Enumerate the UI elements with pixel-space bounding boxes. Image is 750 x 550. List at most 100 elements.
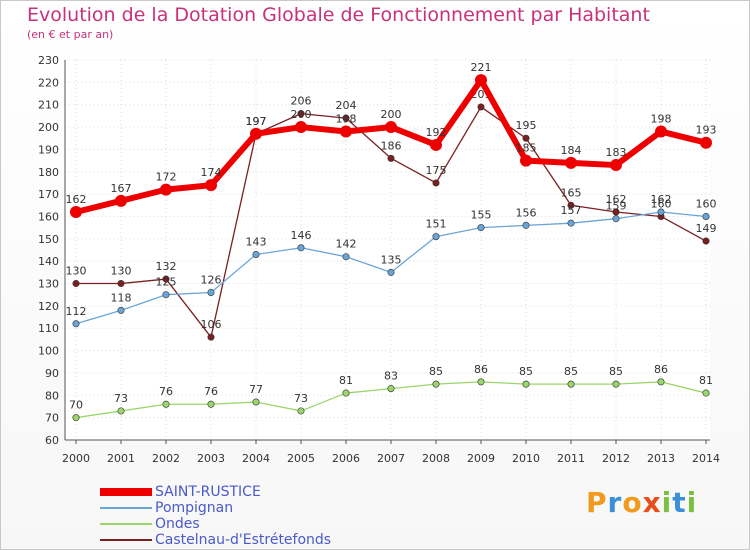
data-label-pompignan: 118 <box>111 291 132 304</box>
line-chart: 60 70 80 90 100 110 120 130 140 150 160 170 180 190 20… <box>38 54 720 465</box>
legend-label-saint-rustice: SAINT-RUSTICE <box>155 484 261 500</box>
chart-legend: SAINT-RUSTICE Pompignan Ondes Castelnau-… <box>100 484 331 548</box>
data-point-castelnau-d-estr-tefonds <box>162 275 170 283</box>
data-point-saint-rustice <box>475 74 487 87</box>
data-point-saint-rustice <box>430 138 442 151</box>
data-label-saint-rustice: 197 <box>246 115 267 128</box>
x-tick-label: 2004 <box>242 452 270 465</box>
legend-label-ondes: Ondes <box>155 516 200 532</box>
data-label-ondes: 73 <box>294 392 308 405</box>
y-tick-label: 170 <box>38 188 59 201</box>
data-point-castelnau-d-estr-tefonds <box>297 110 305 118</box>
data-point-saint-rustice <box>70 206 82 218</box>
data-point-pompignan <box>567 219 575 227</box>
data-label-pompignan: 143 <box>246 235 267 248</box>
data-point-pompignan <box>252 250 260 258</box>
y-tick-label: 130 <box>38 278 59 291</box>
data-label-pompignan: 135 <box>381 253 402 266</box>
data-label-ondes: 76 <box>159 385 173 398</box>
data-point-saint-rustice <box>295 121 307 134</box>
data-label-saint-rustice: 172 <box>156 171 177 184</box>
y-tick-label: 100 <box>38 345 59 358</box>
data-point-saint-rustice <box>565 156 577 169</box>
data-label-saint-rustice: 167 <box>111 182 132 195</box>
data-label-saint-rustice: 221 <box>471 61 492 74</box>
data-label-ondes: 73 <box>114 392 128 405</box>
data-label-pompignan: 159 <box>606 200 627 213</box>
data-point-pompignan <box>72 320 80 328</box>
y-tick-label: 140 <box>38 255 59 268</box>
data-label-saint-rustice: 200 <box>291 108 312 121</box>
data-label-pompignan: 125 <box>156 276 177 289</box>
data-point-castelnau-d-estr-tefonds <box>477 103 485 111</box>
data-label-saint-rustice: 200 <box>381 108 402 121</box>
proxiti-logo: Proxiti <box>586 486 698 519</box>
y-tick-label: 160 <box>38 210 59 223</box>
y-tick-label: 200 <box>38 121 59 134</box>
data-point-saint-rustice <box>340 125 352 138</box>
data-label-castelnau-d-estr-tefonds: 132 <box>156 260 177 273</box>
data-label-ondes: 83 <box>384 370 398 383</box>
x-tick-label: 2007 <box>377 452 405 465</box>
data-label-pompignan: 156 <box>516 206 537 219</box>
data-label-ondes: 85 <box>564 365 578 378</box>
legend-swatch-ondes <box>100 523 152 525</box>
y-tick-label: 190 <box>38 143 59 156</box>
data-point-ondes <box>342 389 350 397</box>
data-point-ondes <box>657 378 665 386</box>
data-label-castelnau-d-estr-tefonds: 149 <box>696 222 717 235</box>
data-label-ondes: 77 <box>249 383 263 396</box>
data-point-saint-rustice <box>250 127 262 140</box>
data-label-castelnau-d-estr-tefonds: 175 <box>426 164 447 177</box>
data-label-castelnau-d-estr-tefonds: 195 <box>516 119 537 132</box>
data-point-castelnau-d-estr-tefonds <box>522 134 530 142</box>
data-point-saint-rustice <box>385 121 397 134</box>
data-point-castelnau-d-estr-tefonds <box>117 280 125 288</box>
data-label-ondes: 86 <box>654 363 668 376</box>
data-point-pompignan <box>702 212 710 220</box>
data-point-castelnau-d-estr-tefonds <box>387 154 395 162</box>
x-tick-label: 2006 <box>332 452 360 465</box>
y-tick-label: 230 <box>38 54 59 67</box>
data-label-saint-rustice: 185 <box>516 142 537 155</box>
data-label-saint-rustice: 198 <box>651 113 672 126</box>
y-tick-label: 70 <box>45 412 59 425</box>
data-label-saint-rustice: 183 <box>606 146 627 159</box>
data-label-castelnau-d-estr-tefonds: 206 <box>291 95 312 108</box>
data-point-castelnau-d-estr-tefonds <box>432 179 440 187</box>
data-point-pompignan <box>207 288 215 296</box>
x-tick-label: 2002 <box>152 452 180 465</box>
x-tick-label: 2010 <box>512 452 540 465</box>
y-tick-label: 80 <box>45 389 59 402</box>
data-point-pompignan <box>117 306 125 314</box>
legend-swatch-pompignan <box>100 507 152 509</box>
legend-item-ondes: Ondes <box>100 516 331 532</box>
data-label-pompignan: 146 <box>291 229 312 242</box>
data-label-ondes: 85 <box>609 365 623 378</box>
data-point-castelnau-d-estr-tefonds <box>567 201 575 209</box>
legend-item-castelnau: Castelnau-d'Estrétefonds <box>100 532 331 548</box>
data-point-castelnau-d-estr-tefonds <box>612 208 620 216</box>
data-label-saint-rustice: 162 <box>66 193 87 206</box>
chart-subtitle: (en € et par an) <box>27 28 114 41</box>
data-point-pompignan <box>657 208 665 216</box>
y-tick-label: 180 <box>38 166 59 179</box>
legend-label-castelnau: Castelnau-d'Estrétefonds <box>155 532 332 548</box>
data-label-castelnau-d-estr-tefonds: 186 <box>381 139 402 152</box>
x-tick-label: 2008 <box>422 452 450 465</box>
data-point-castelnau-d-estr-tefonds <box>342 114 350 122</box>
data-label-pompignan: 142 <box>336 238 357 251</box>
data-point-pompignan <box>162 291 170 299</box>
data-label-ondes: 85 <box>519 365 533 378</box>
data-point-ondes <box>522 380 530 388</box>
legend-item-saint-rustice: SAINT-RUSTICE <box>100 484 331 500</box>
y-tick-label: 220 <box>38 76 59 89</box>
data-label-castelnau-d-estr-tefonds: 160 <box>651 197 672 210</box>
data-label-ondes: 76 <box>204 385 218 398</box>
y-tick-label: 120 <box>38 300 59 313</box>
data-point-ondes <box>432 380 440 388</box>
legend-swatch-saint-rustice <box>100 488 152 496</box>
data-point-ondes <box>207 400 215 408</box>
data-label-pompignan: 157 <box>561 204 582 217</box>
data-point-pompignan <box>612 215 620 223</box>
